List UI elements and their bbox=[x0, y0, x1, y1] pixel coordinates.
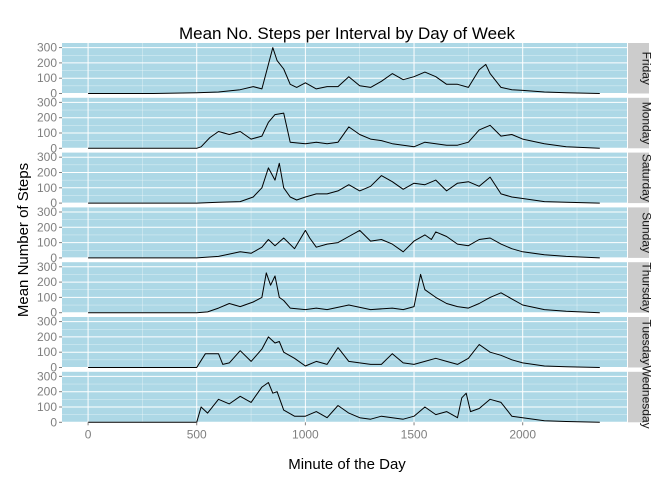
y-axis-title: Mean Number of Steps bbox=[15, 163, 32, 317]
y-tick-label: 200 bbox=[37, 165, 57, 179]
panel-background bbox=[62, 97, 627, 149]
series-line-tuesday bbox=[88, 336, 600, 368]
x-tick-label: 1500 bbox=[401, 427, 428, 441]
y-tick-label: 200 bbox=[37, 275, 57, 289]
y-tick-label: 300 bbox=[37, 315, 57, 329]
facet-strip bbox=[628, 43, 649, 94]
y-tick-label: 0 bbox=[50, 306, 57, 320]
y-tick-label: 300 bbox=[37, 41, 57, 55]
y-tick-label: 0 bbox=[50, 251, 57, 265]
y-tick-label: 0 bbox=[50, 141, 57, 155]
series-line-wednesday bbox=[88, 382, 600, 423]
y-tick-label: 100 bbox=[37, 181, 57, 195]
y-tick-label: 200 bbox=[37, 330, 57, 344]
y-tick-label: 100 bbox=[37, 236, 57, 250]
chart-title: Mean No. Steps per Interval by Day of We… bbox=[179, 24, 516, 43]
x-axis-ticks: 0 500 1000 1500 2000 bbox=[85, 422, 536, 441]
x-axis-title: Minute of the Day bbox=[288, 456, 406, 473]
y-tick-label: 100 bbox=[37, 400, 57, 414]
facet-strip-label: Monday bbox=[640, 102, 654, 145]
y-tick-label: 300 bbox=[37, 95, 57, 109]
y-tick-label: 200 bbox=[37, 385, 57, 399]
facet-strip-label: Friday bbox=[640, 52, 654, 85]
panel-background bbox=[62, 207, 627, 258]
y-tick-label: 300 bbox=[37, 205, 57, 219]
series-line-monday bbox=[88, 112, 600, 149]
facet-strip-label: Thursday bbox=[640, 262, 654, 312]
y-tick-label: 200 bbox=[37, 111, 57, 125]
y-tick-label: 0 bbox=[50, 361, 57, 375]
y-tick-label: 300 bbox=[37, 369, 57, 383]
x-tick-label: 2000 bbox=[509, 427, 536, 441]
facet-strip bbox=[628, 317, 649, 368]
x-tick-label: 1000 bbox=[292, 427, 319, 441]
panel-background bbox=[62, 371, 627, 423]
y-tick-label: 100 bbox=[37, 71, 57, 85]
panel-background bbox=[62, 317, 627, 368]
series-line-saturday bbox=[88, 162, 600, 204]
facet-strip-label: Saturday bbox=[640, 154, 654, 202]
series-line-friday bbox=[88, 47, 600, 94]
facet-strip-label: Wednesday bbox=[640, 365, 654, 428]
facet-strip bbox=[628, 207, 649, 258]
facet-strip bbox=[628, 262, 649, 313]
y-tick-label: 200 bbox=[37, 56, 57, 70]
y-tick-label: 100 bbox=[37, 126, 57, 140]
facet-strip bbox=[628, 97, 649, 149]
panel-background bbox=[62, 152, 627, 204]
panel-background bbox=[62, 262, 627, 313]
y-tick-label: 300 bbox=[37, 260, 57, 274]
facet-strip-label: Sunday bbox=[640, 212, 654, 253]
y-tick-label: 0 bbox=[50, 415, 57, 429]
x-tick-label: 500 bbox=[187, 427, 207, 441]
y-tick-label: 0 bbox=[50, 87, 57, 101]
y-tick-label: 300 bbox=[37, 150, 57, 164]
facet-strip-label: Tuesday bbox=[640, 319, 654, 365]
y-tick-label: 100 bbox=[37, 290, 57, 304]
y-tick-label: 0 bbox=[50, 196, 57, 210]
series-line-sunday bbox=[88, 229, 600, 259]
y-tick-label: 200 bbox=[37, 220, 57, 234]
facet-strip bbox=[628, 152, 649, 204]
y-tick-label: 100 bbox=[37, 345, 57, 359]
series-line-thursday bbox=[88, 272, 600, 314]
panel-background bbox=[62, 43, 627, 94]
facet-strip bbox=[628, 371, 649, 423]
x-tick-label: 0 bbox=[85, 427, 92, 441]
